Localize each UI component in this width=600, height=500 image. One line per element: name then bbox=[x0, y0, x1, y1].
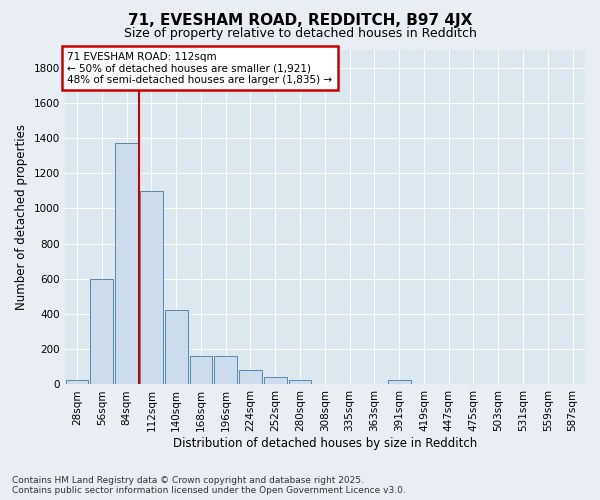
Bar bbox=[388, 380, 410, 384]
Bar bbox=[165, 310, 188, 384]
Text: Size of property relative to detached houses in Redditch: Size of property relative to detached ho… bbox=[124, 28, 476, 40]
Bar bbox=[115, 144, 138, 384]
Text: Contains HM Land Registry data © Crown copyright and database right 2025.
Contai: Contains HM Land Registry data © Crown c… bbox=[12, 476, 406, 495]
Bar bbox=[264, 378, 287, 384]
Bar bbox=[214, 356, 237, 384]
X-axis label: Distribution of detached houses by size in Redditch: Distribution of detached houses by size … bbox=[173, 437, 477, 450]
Text: 71, EVESHAM ROAD, REDDITCH, B97 4JX: 71, EVESHAM ROAD, REDDITCH, B97 4JX bbox=[128, 12, 472, 28]
Bar bbox=[91, 279, 113, 384]
Bar bbox=[239, 370, 262, 384]
Bar bbox=[190, 356, 212, 384]
Bar bbox=[289, 380, 311, 384]
Bar bbox=[140, 191, 163, 384]
Bar bbox=[65, 380, 88, 384]
Y-axis label: Number of detached properties: Number of detached properties bbox=[15, 124, 28, 310]
Text: 71 EVESHAM ROAD: 112sqm
← 50% of detached houses are smaller (1,921)
48% of semi: 71 EVESHAM ROAD: 112sqm ← 50% of detache… bbox=[67, 52, 332, 85]
